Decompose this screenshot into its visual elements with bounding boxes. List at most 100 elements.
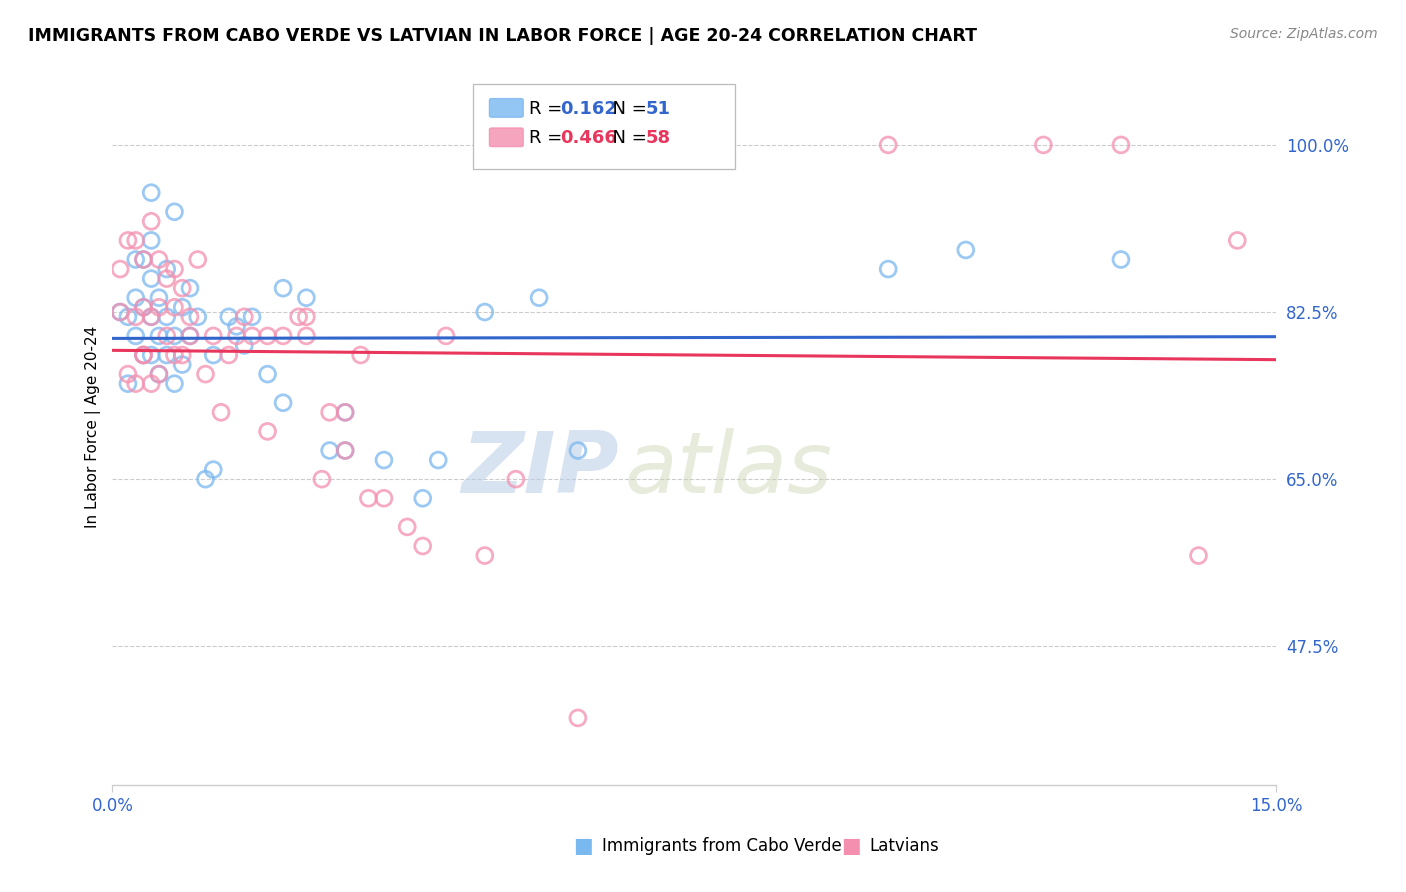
Point	[132, 300, 155, 314]
Point	[117, 310, 139, 324]
Point	[132, 252, 155, 267]
Point	[163, 300, 186, 314]
Point	[318, 405, 340, 419]
Point	[108, 262, 131, 277]
Point	[132, 252, 155, 267]
Point	[163, 262, 186, 277]
Point	[877, 262, 900, 277]
Point	[434, 329, 457, 343]
Text: Immigrants from Cabo Verde: Immigrants from Cabo Verde	[602, 837, 842, 855]
Point	[333, 443, 356, 458]
Point	[148, 329, 170, 343]
Point	[125, 310, 148, 324]
Point	[877, 137, 900, 152]
Text: 0.162: 0.162	[561, 100, 617, 118]
Point	[132, 348, 155, 362]
Point	[156, 329, 179, 343]
Point	[256, 329, 278, 343]
Point	[156, 310, 179, 324]
Point	[132, 300, 155, 314]
Text: N =: N =	[602, 128, 652, 146]
Point	[271, 281, 294, 295]
Point	[240, 310, 263, 324]
Point	[194, 472, 217, 486]
Point	[163, 376, 186, 391]
Point	[202, 462, 225, 476]
Point	[218, 310, 240, 324]
Point	[427, 453, 450, 467]
Point	[295, 291, 318, 305]
Point	[156, 262, 179, 277]
Text: Source: ZipAtlas.com: Source: ZipAtlas.com	[1230, 27, 1378, 41]
Point	[163, 329, 186, 343]
Text: atlas: atlas	[624, 428, 832, 511]
Point	[148, 367, 170, 381]
Point	[240, 329, 263, 343]
Point	[187, 252, 209, 267]
Point	[132, 348, 155, 362]
Point	[132, 348, 155, 362]
Point	[141, 214, 163, 228]
Point	[474, 549, 496, 563]
Point	[412, 491, 434, 506]
Text: R =: R =	[529, 128, 568, 146]
Point	[179, 310, 201, 324]
Point	[172, 348, 194, 362]
Point	[163, 348, 186, 362]
Point	[287, 310, 309, 324]
Point	[527, 291, 550, 305]
Point	[1109, 137, 1132, 152]
Point	[311, 472, 333, 486]
Point	[412, 539, 434, 553]
Point	[125, 376, 148, 391]
Point	[172, 358, 194, 372]
Point	[202, 329, 225, 343]
Text: ■: ■	[574, 836, 593, 855]
Point	[117, 234, 139, 248]
Point	[209, 405, 232, 419]
Point	[373, 453, 395, 467]
Point	[202, 348, 225, 362]
Point	[350, 348, 373, 362]
Point	[156, 348, 179, 362]
Point	[318, 443, 340, 458]
Point	[295, 329, 318, 343]
Point	[141, 186, 163, 200]
Point	[117, 376, 139, 391]
Point	[233, 310, 256, 324]
Point	[225, 319, 247, 334]
Point	[505, 472, 527, 486]
Point	[148, 367, 170, 381]
Point	[156, 271, 179, 285]
Point	[357, 491, 380, 506]
Text: Latvians: Latvians	[869, 837, 939, 855]
Point	[295, 310, 318, 324]
Point	[187, 310, 209, 324]
Point	[148, 252, 170, 267]
Y-axis label: In Labor Force | Age 20-24: In Labor Force | Age 20-24	[86, 326, 101, 528]
Point	[271, 329, 294, 343]
Point	[567, 443, 589, 458]
Text: ■: ■	[841, 836, 860, 855]
Point	[194, 367, 217, 381]
Point	[141, 310, 163, 324]
Point	[333, 405, 356, 419]
Point	[172, 281, 194, 295]
Point	[333, 443, 356, 458]
Point	[474, 305, 496, 319]
Text: 0.466: 0.466	[561, 128, 617, 146]
Text: R =: R =	[529, 100, 568, 118]
Point	[396, 520, 419, 534]
Point	[141, 234, 163, 248]
Point	[148, 300, 170, 314]
Point	[117, 367, 139, 381]
Point	[141, 310, 163, 324]
Text: IMMIGRANTS FROM CABO VERDE VS LATVIAN IN LABOR FORCE | AGE 20-24 CORRELATION CHA: IMMIGRANTS FROM CABO VERDE VS LATVIAN IN…	[28, 27, 977, 45]
Point	[233, 338, 256, 352]
Point	[125, 329, 148, 343]
Point	[271, 396, 294, 410]
Point	[373, 491, 395, 506]
Point	[333, 405, 356, 419]
Point	[172, 300, 194, 314]
Point	[125, 252, 148, 267]
